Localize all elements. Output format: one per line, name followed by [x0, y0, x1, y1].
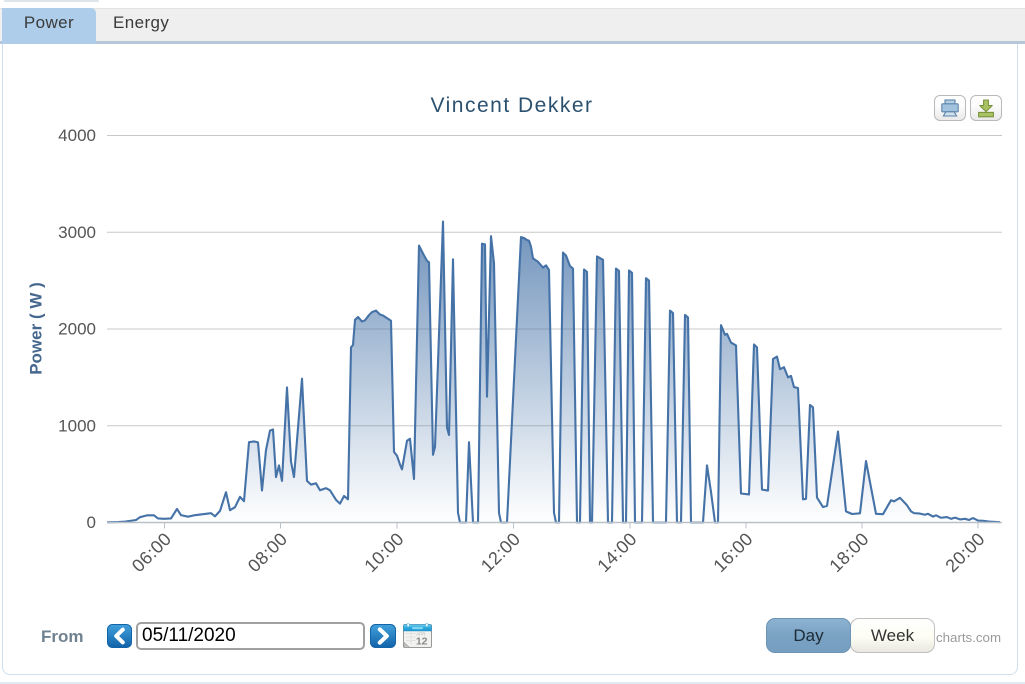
svg-text:3000: 3000 — [58, 223, 96, 242]
svg-text:16:00: 16:00 — [709, 529, 756, 576]
svg-text:18:00: 18:00 — [825, 529, 872, 576]
svg-text:0: 0 — [87, 513, 96, 532]
svg-text:14:00: 14:00 — [593, 529, 640, 576]
svg-text:Power ( W ): Power ( W ) — [27, 282, 46, 375]
svg-text:1000: 1000 — [58, 416, 96, 435]
svg-text:20:00: 20:00 — [941, 529, 988, 576]
svg-text:10:00: 10:00 — [360, 529, 407, 576]
svg-text:12:00: 12:00 — [477, 529, 524, 576]
svg-text:08:00: 08:00 — [244, 529, 291, 576]
svg-text:APR: APR — [416, 632, 426, 637]
svg-text:4000: 4000 — [58, 126, 96, 145]
svg-text:12: 12 — [416, 636, 428, 648]
svg-text:2000: 2000 — [58, 320, 96, 339]
svg-text:06:00: 06:00 — [128, 529, 175, 576]
